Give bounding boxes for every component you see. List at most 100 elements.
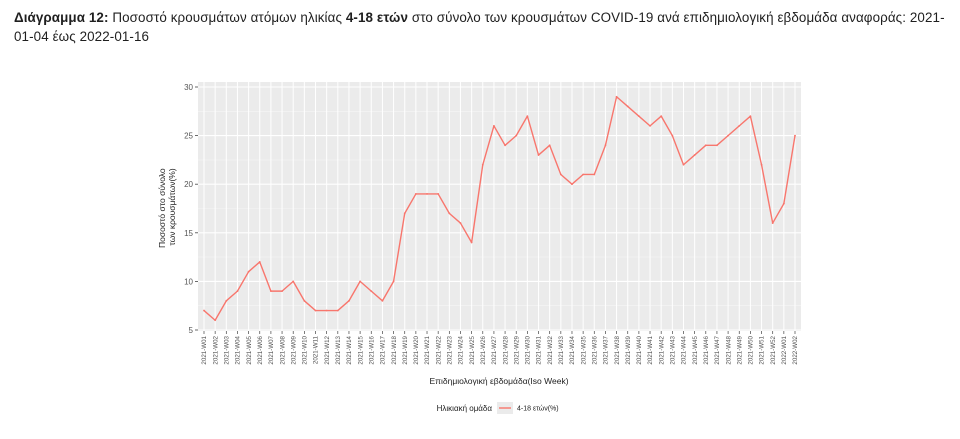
x-tick-label: 2021-W26 xyxy=(480,335,487,364)
x-tick-label: 2021-W23 xyxy=(447,335,454,364)
data-point xyxy=(426,193,428,195)
x-tick-label: 2021-W25 xyxy=(469,335,476,364)
series-points xyxy=(203,95,796,322)
x-axis-ticks: 2021-W01 2021-W02 2021-W03 2021-W04 2021-W05… xyxy=(201,331,799,365)
x-tick-label: 2021-W17 xyxy=(380,335,387,364)
x-tick-label: 2021-W07 xyxy=(268,335,275,364)
data-point xyxy=(292,280,295,283)
x-tick-label: 2021-W42 xyxy=(658,335,665,364)
data-point xyxy=(537,154,540,156)
data-point xyxy=(381,299,384,302)
data-point xyxy=(303,299,306,302)
x-tick-label: 2021-W19 xyxy=(402,335,409,364)
y-tick-label: 5 xyxy=(189,326,194,335)
x-tick-label: 2021-W11 xyxy=(313,335,320,364)
data-point xyxy=(493,124,495,127)
x-tick-label: 2021-W46 xyxy=(703,335,710,364)
y-axis-label: Ποσοστό στο σύνολο των κρουσμάτων(%) xyxy=(157,166,177,248)
x-tick-label: 2021-W18 xyxy=(391,335,398,364)
x-tick-label: 2021-W38 xyxy=(614,335,621,364)
caption-lead: Διάγραμμα 12: xyxy=(14,10,109,25)
data-point xyxy=(749,115,752,118)
x-tick-label: 2021-W22 xyxy=(435,335,442,364)
x-tick-label: 2021-W13 xyxy=(335,335,342,364)
data-point xyxy=(693,154,696,156)
y-tick-label: 15 xyxy=(184,229,193,238)
x-tick-label: 2021-W05 xyxy=(246,335,253,364)
caption-post: στο σύνολο των κρουσμάτων COVID-19 ανά ε… xyxy=(14,10,945,44)
x-tick-label: 2021-W43 xyxy=(670,335,677,364)
x-tick-label: 2021-W08 xyxy=(279,335,286,364)
legend-entry: 4-18 ετών(%) xyxy=(517,405,559,413)
x-tick-label: 2021-W39 xyxy=(625,335,632,364)
data-point xyxy=(414,193,417,195)
data-point xyxy=(760,163,763,166)
data-point xyxy=(236,290,239,293)
data-point xyxy=(504,144,506,147)
x-tick-label: 2021-W06 xyxy=(257,335,264,364)
data-point xyxy=(392,280,395,283)
x-tick-label: 2021-W03 xyxy=(224,335,231,364)
x-tick-label: 2021-W33 xyxy=(558,335,565,364)
data-point xyxy=(314,309,317,312)
x-tick-label: 2021-W04 xyxy=(235,335,242,364)
x-tick-label: 2021-W40 xyxy=(636,335,643,364)
data-point xyxy=(247,270,250,273)
x-tick-label: 2021-W37 xyxy=(603,335,610,364)
data-point xyxy=(716,144,718,147)
data-point xyxy=(470,241,473,244)
y-tick-label: 25 xyxy=(184,132,193,141)
x-tick-label: 2021-W44 xyxy=(681,335,688,364)
data-point xyxy=(727,134,729,137)
data-point xyxy=(448,212,451,215)
data-point xyxy=(515,134,518,137)
x-tick-label: 2021-W31 xyxy=(536,335,543,364)
data-point xyxy=(571,183,573,186)
data-point xyxy=(604,144,607,147)
y-tick-label: 20 xyxy=(184,180,193,189)
data-point xyxy=(794,134,796,137)
data-point xyxy=(437,193,440,195)
x-tick-label: 2021-W20 xyxy=(413,335,420,364)
data-point xyxy=(626,105,629,108)
series-line-4-18 xyxy=(203,96,796,321)
data-point xyxy=(559,173,562,176)
data-point xyxy=(615,95,618,98)
data-point xyxy=(359,280,362,283)
data-point xyxy=(671,134,674,137)
caption-pre: Ποσοστό κρουσμάτων ατόμων ηλικίας xyxy=(112,10,343,25)
data-point xyxy=(704,144,707,147)
data-point xyxy=(225,299,228,302)
caption-bold: 4-18 ετών xyxy=(345,10,409,25)
x-tick-label: 2021-W15 xyxy=(357,335,364,364)
x-tick-label: 2021-W14 xyxy=(346,335,353,364)
data-point xyxy=(582,173,585,176)
legend-title: Ηλικιακή ομάδα xyxy=(437,404,493,413)
x-tick-label: 2021-W36 xyxy=(591,335,598,364)
grid-lines xyxy=(198,82,801,331)
x-tick-label: 2021-W47 xyxy=(714,335,721,364)
x-tick-label: 2021-W51 xyxy=(759,335,766,364)
data-point xyxy=(459,222,462,224)
x-tick-label: 2021-W12 xyxy=(324,335,331,364)
data-point xyxy=(203,309,205,312)
x-tick-label: 2021-W29 xyxy=(513,335,520,364)
data-point xyxy=(336,309,339,312)
data-point xyxy=(682,163,685,166)
x-tick-label: 2021-W30 xyxy=(525,335,532,364)
data-point xyxy=(270,290,272,293)
data-point xyxy=(281,290,283,293)
x-tick-label: 2021-W34 xyxy=(569,335,576,364)
data-point xyxy=(637,115,640,118)
data-point xyxy=(782,202,785,205)
data-point xyxy=(348,299,350,302)
x-tick-label: 2021-W35 xyxy=(580,335,587,364)
y-tick-label: 10 xyxy=(184,277,193,286)
x-axis-label: Επιδημιολογική εβδομάδα(Iso Week) xyxy=(429,376,568,386)
data-point xyxy=(526,115,529,118)
x-tick-label: 2021-W02 xyxy=(212,335,219,364)
y-axis-label-line1: Ποσοστό στο σύνολο xyxy=(157,168,167,248)
x-tick-label: 2021-W27 xyxy=(491,335,498,364)
data-point xyxy=(214,319,217,322)
